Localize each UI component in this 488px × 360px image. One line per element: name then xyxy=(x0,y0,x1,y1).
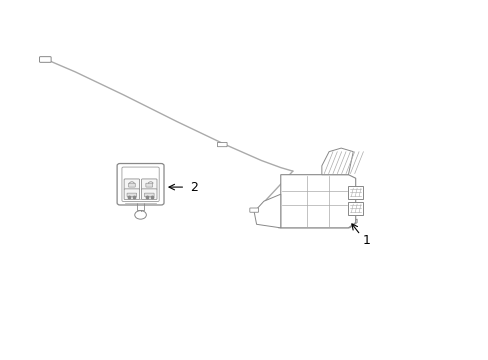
Polygon shape xyxy=(254,194,280,228)
FancyBboxPatch shape xyxy=(141,189,157,199)
Bar xyxy=(348,202,362,215)
Text: 2: 2 xyxy=(190,181,198,194)
FancyBboxPatch shape xyxy=(124,189,139,199)
Bar xyxy=(348,186,362,199)
FancyBboxPatch shape xyxy=(40,57,51,62)
FancyBboxPatch shape xyxy=(249,208,258,212)
FancyBboxPatch shape xyxy=(141,179,157,190)
Polygon shape xyxy=(278,219,356,228)
FancyBboxPatch shape xyxy=(144,193,154,197)
Polygon shape xyxy=(321,148,352,175)
FancyBboxPatch shape xyxy=(217,143,226,147)
Polygon shape xyxy=(280,175,355,228)
FancyBboxPatch shape xyxy=(127,193,137,197)
FancyBboxPatch shape xyxy=(124,179,139,190)
FancyBboxPatch shape xyxy=(122,167,159,202)
FancyBboxPatch shape xyxy=(128,183,135,187)
Text: 1: 1 xyxy=(362,234,370,247)
FancyBboxPatch shape xyxy=(117,163,163,205)
FancyBboxPatch shape xyxy=(145,183,152,187)
